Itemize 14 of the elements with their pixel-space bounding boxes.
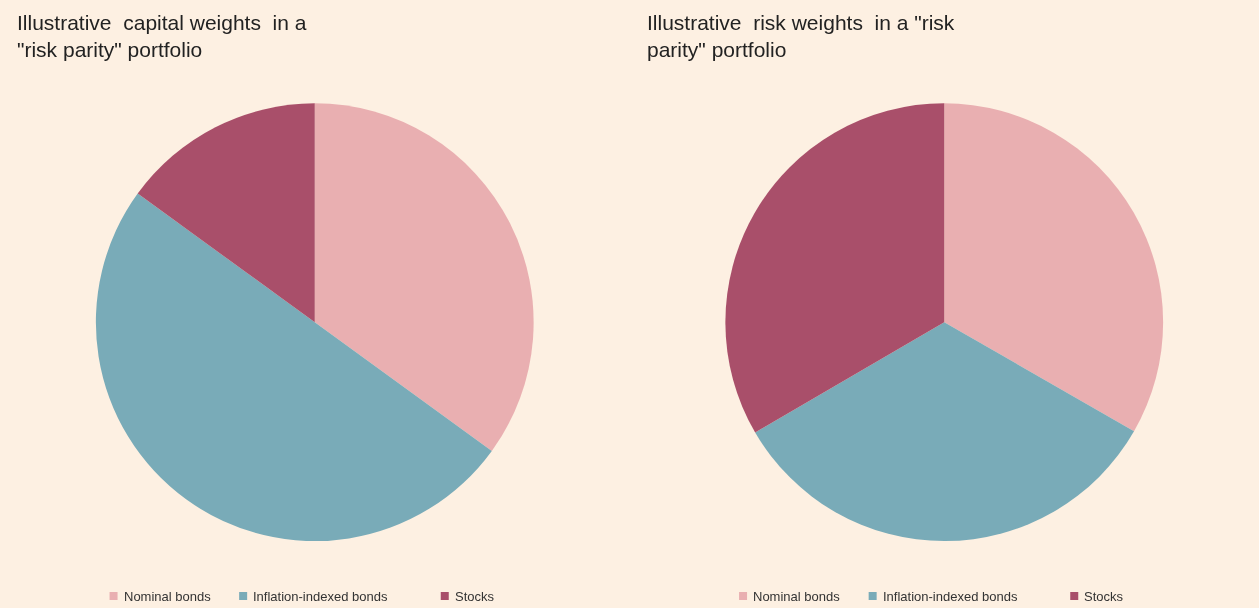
chart-title: Illustrative capital weights in a "risk parity" portfolio	[17, 11, 307, 62]
legend-label: Stocks	[1084, 589, 1124, 604]
pie-slice	[944, 103, 1164, 432]
legend-label: Nominal bonds	[753, 589, 841, 604]
pie-slice	[137, 103, 315, 323]
pie-slice	[755, 322, 1135, 541]
legend-label: Inflation-indexed bonds	[253, 589, 388, 604]
chart-title: Illustrative risk weights in a "risk parity" portfolio	[647, 11, 955, 62]
pie-slice	[314, 103, 534, 451]
legend-label: Inflation-indexed bonds	[883, 589, 1018, 604]
legend-label: Stocks	[455, 589, 495, 604]
pie-slice	[95, 193, 492, 541]
legend-label: Nominal bonds	[124, 589, 212, 604]
pie-slice	[725, 103, 945, 433]
